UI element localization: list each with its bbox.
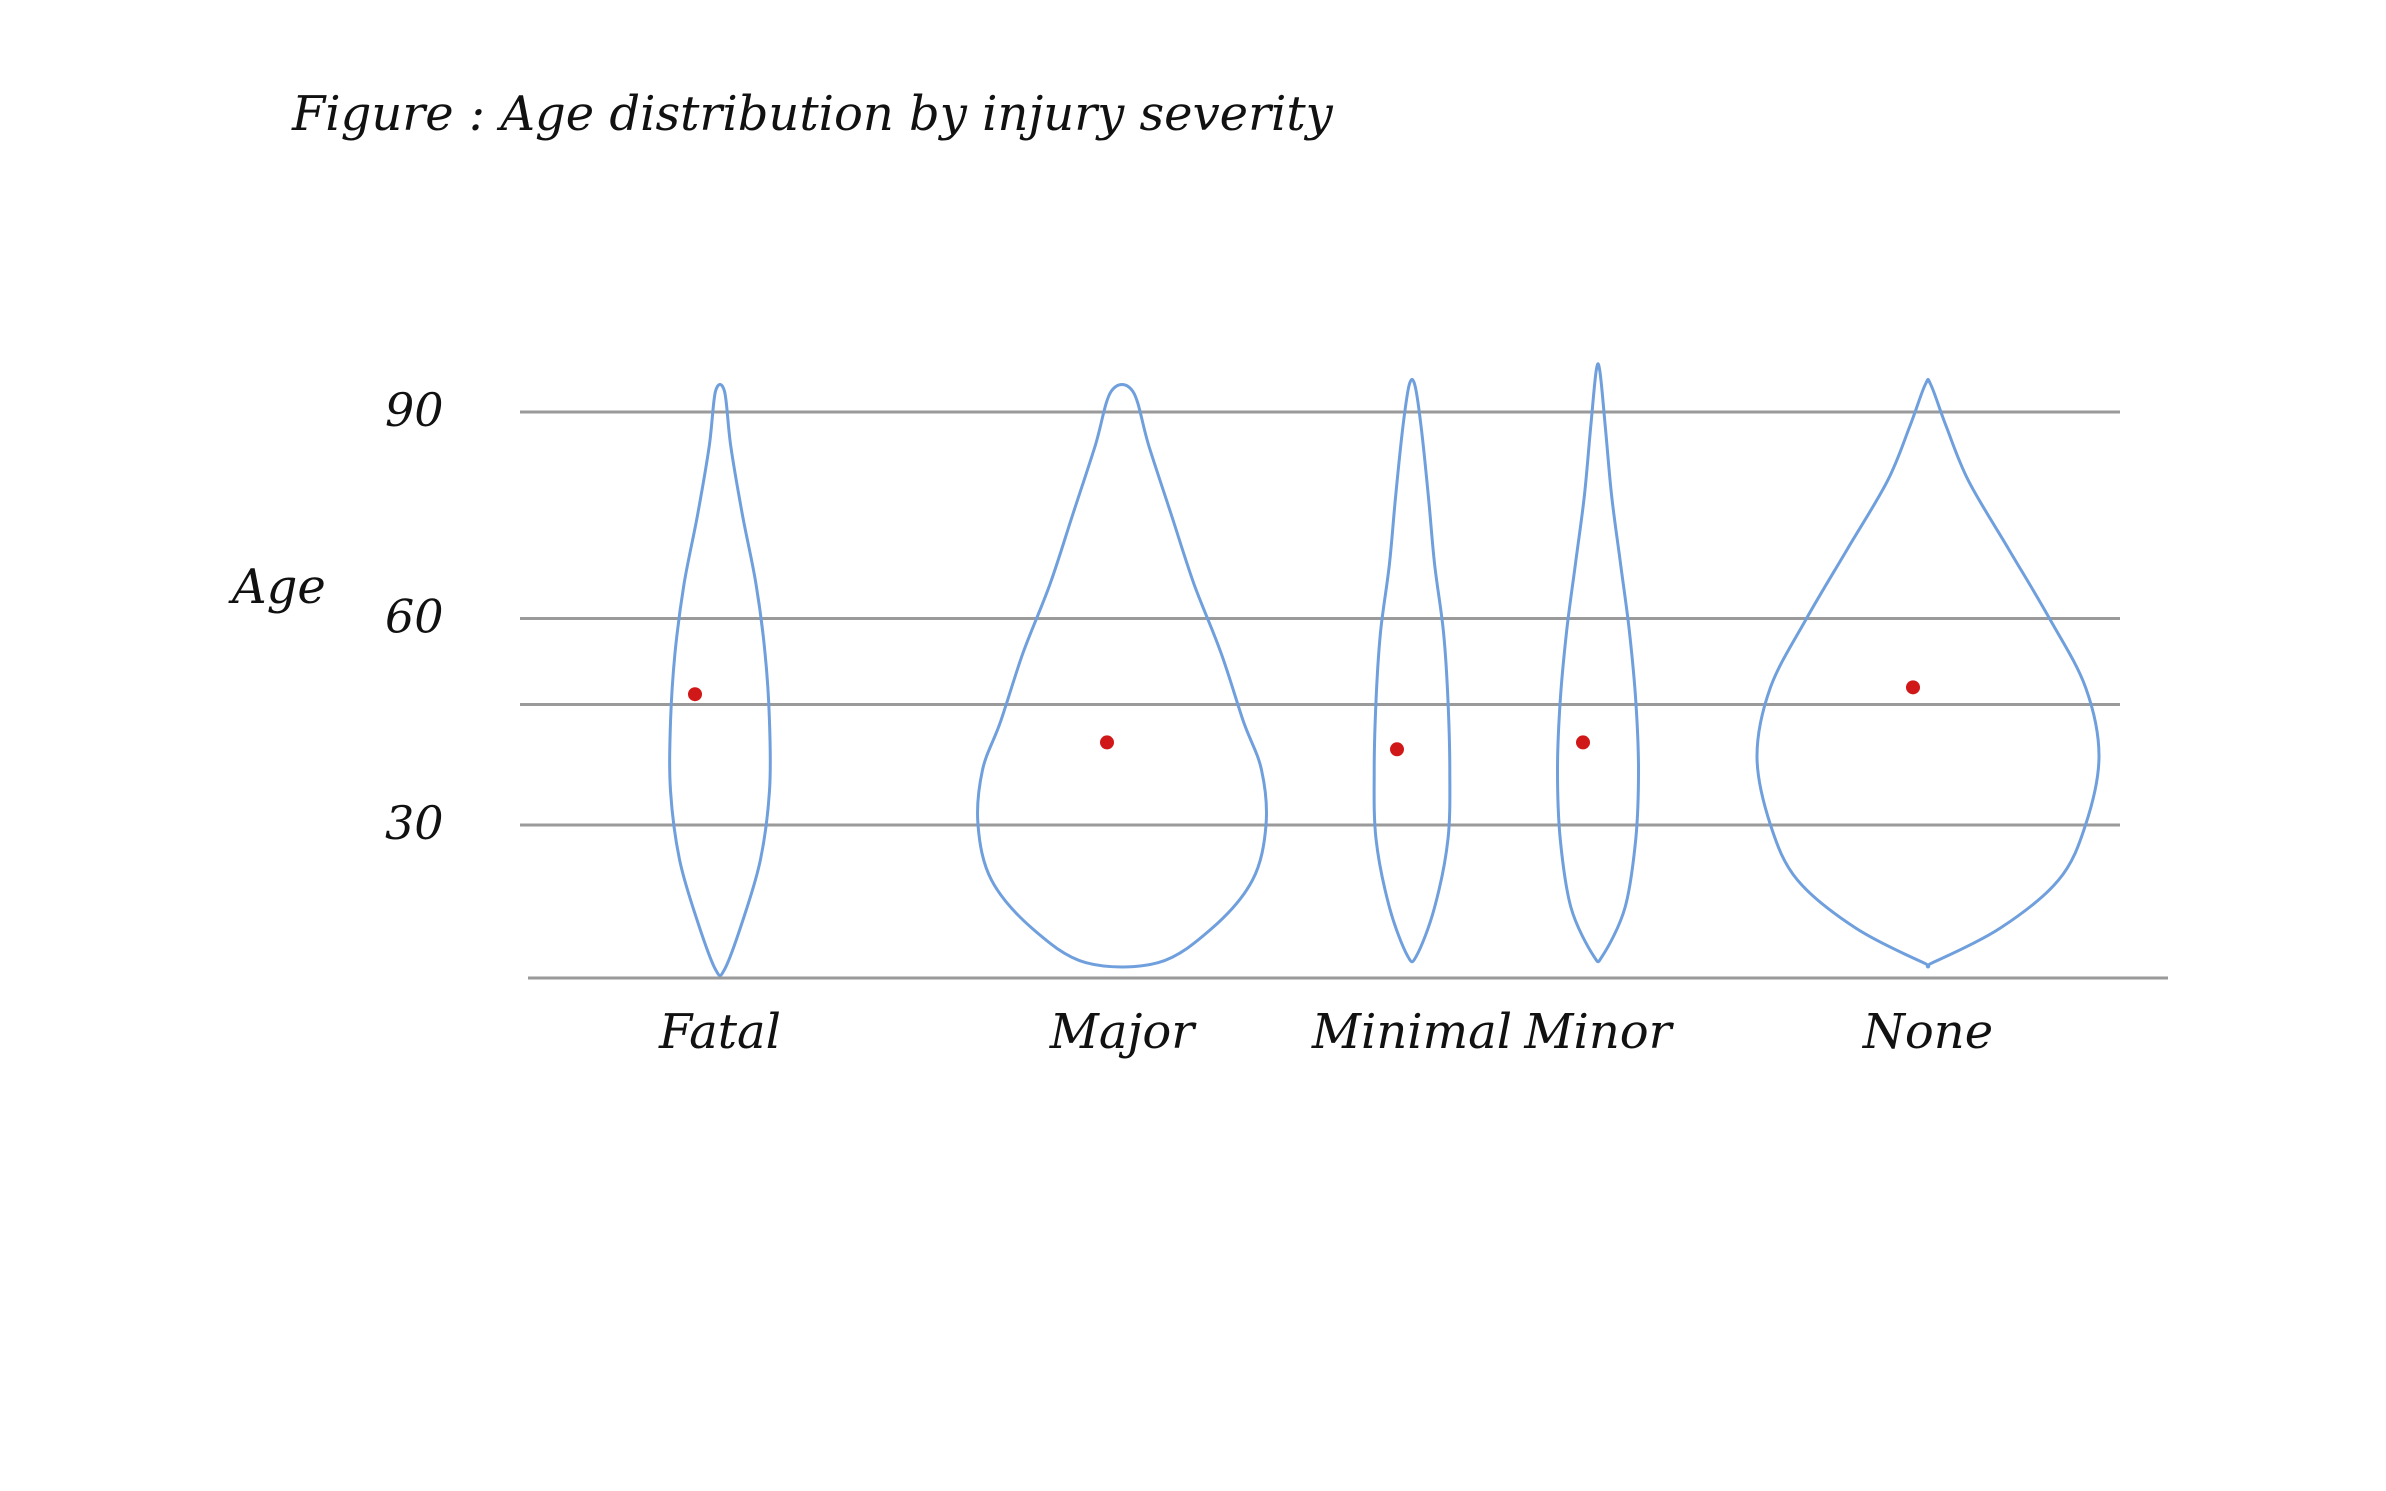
median-dot-none: [1906, 680, 1920, 695]
median-dot-fatal: [688, 687, 702, 702]
violin-fatal: [668, 382, 772, 978]
y-axis-label: Age: [228, 559, 326, 615]
median-markers: [688, 680, 1920, 757]
chart-title: Figure : Age distribution by injury seve…: [291, 86, 1334, 142]
category-label-minimal: Minimal: [1311, 1004, 1512, 1060]
y-tick-label: 90: [385, 383, 444, 437]
violin-minimal: [1372, 377, 1452, 964]
violin-major: [976, 382, 1268, 969]
category-label-major: Major: [1049, 1004, 1198, 1060]
median-dot-major: [1100, 735, 1114, 750]
category-label-fatal: Fatal: [658, 1004, 781, 1060]
violin-minor: [1556, 362, 1640, 964]
y-tick-labels: 30 60 90: [385, 383, 444, 850]
y-tick-label: 30: [385, 796, 444, 850]
gridlines: [520, 410, 2120, 827]
median-dot-minimal: [1390, 742, 1404, 757]
median-dot-minor: [1576, 735, 1590, 750]
category-label-minor: Minor: [1523, 1004, 1674, 1060]
category-label-none: None: [1862, 1004, 1993, 1060]
y-tick-label: 60: [385, 590, 444, 644]
category-labels: Fatal Major Minimal Minor None: [658, 1004, 1993, 1060]
violins: [668, 362, 2101, 978]
violin-none: [1755, 377, 2101, 969]
